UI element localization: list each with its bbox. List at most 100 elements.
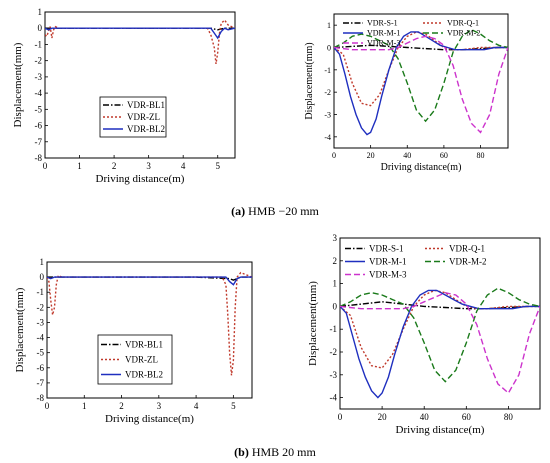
x-tick-label: 1 [77,161,82,171]
legend: VDR-S-1 VDR-Q-1 VDR-M-1 VDR-M-2 VDR-M-3 [343,19,480,48]
y-tick-label: -4 [324,133,331,142]
x-tick-label: 20 [378,412,388,422]
caption-a-text: HMB −20 mm [245,204,319,218]
y-tick-label: -3 [324,111,331,120]
caption-b-text: HMB 20 mm [248,445,316,459]
plot-frame [333,13,509,149]
x-tick-label: 4 [194,401,199,411]
legend-label: VDR-M-2 [449,257,487,267]
x-tick-label: 2 [119,401,124,411]
y-tick-label: -3 [330,370,338,380]
y-tick-label: -4 [35,88,43,98]
series-line-vdr-m-2 [340,287,540,383]
y-tick-label: 1 [333,279,338,289]
y-tick-label: 0 [40,272,45,282]
y-tick-label: -3 [35,72,43,82]
y-tick-label: -2 [37,302,45,312]
plot-frame [46,261,253,399]
y-tick-label: 3 [333,233,338,243]
x-tick-label: 20 [367,151,375,160]
legend: VDR-BL1 VDR-ZL VDR-BL2 [99,96,167,138]
x-axis-label: Driving distance(m) [96,173,185,185]
y-tick-label: -5 [37,348,45,358]
x-tick-label: 3 [146,161,151,171]
y-axis-label: Displacement(mm) [14,287,26,372]
y-tick-label: 1 [327,21,331,30]
y-tick-label: -8 [37,393,45,403]
y-tick-label: -1 [35,39,43,49]
series-line-vdr-m-2 [334,28,508,123]
y-tick-label: -4 [37,333,45,343]
legend-label: VDR-S-1 [367,19,398,28]
series-line-vdr-s-1 [340,301,540,310]
x-tick-label: 0 [338,412,343,422]
legend-label: VDR-M-1 [367,29,400,38]
legend-label: VDR-BL1 [127,100,165,110]
x-tick-label: 5 [215,161,220,171]
x-tick-label: 0 [45,401,50,411]
caption-b-letter: (b) [234,445,249,459]
x-tick-label: 40 [403,151,411,160]
legend-label: VDR-ZL [127,112,160,122]
y-tick-label: -2 [35,56,43,66]
y-axis-label: Displacement(mm) [307,281,319,366]
y-axis-label: Displacement(mm) [12,42,24,127]
y-tick-label: -7 [35,137,43,147]
legend-label: VDR-Q-1 [447,19,479,28]
x-tick-label: 3 [157,401,162,411]
legend-label: VDR-Q-1 [449,244,485,254]
y-tick-label: -1 [330,324,338,334]
x-axis-label: Driving distance(m) [105,413,194,425]
series-line-vdr-s-1 [334,44,508,51]
y-tick-label: 0 [333,301,338,311]
x-tick-label: 40 [420,412,430,422]
y-tick-label: 0 [38,23,43,33]
x-tick-label: 60 [440,151,448,160]
series-line-vdr-m-1 [340,289,540,399]
y-tick-label: -3 [37,317,45,327]
y-tick-label: -2 [324,88,331,97]
y-tick-label: 0 [327,44,331,53]
y-tick-label: 1 [40,257,45,267]
y-tick-label: 2 [333,256,338,266]
series-line-vdr-bl2 [47,276,252,286]
y-tick-label: -1 [324,66,331,75]
x-tick-label: 2 [112,161,117,171]
y-tick-label: -7 [37,378,45,388]
series-line-vdr-q-1 [334,31,508,107]
legend-label: VDR-S-1 [369,244,404,254]
plot-frame [339,237,541,410]
legend-label: VDR-M-3 [369,270,407,280]
y-tick-label: -2 [330,347,338,357]
caption-a: (a) HMB −20 mm [0,204,550,219]
caption-a-letter: (a) [231,204,246,218]
y-tick-label: -1 [37,287,45,297]
y-tick-label: -6 [35,121,43,131]
legend-label: VDR-BL2 [127,124,165,134]
plot-frame [44,11,236,159]
x-tick-label: 0 [43,161,48,171]
legend-label: VDR-ZL [125,355,158,365]
series-line-vdr-q-1 [340,289,540,369]
x-tick-label: 5 [231,401,236,411]
y-tick-label: -4 [330,393,338,403]
legend-label: VDR-M-3 [367,39,400,48]
x-tick-label: 60 [462,412,472,422]
series-line-vdr-zl [45,19,235,65]
x-tick-label: 80 [477,151,485,160]
y-tick-label: -6 [37,363,45,373]
x-tick-label: 80 [504,412,514,422]
y-tick-label: -5 [35,104,43,114]
x-tick-label: 4 [181,161,186,171]
x-axis-label: Driving distance(m) [381,162,462,173]
caption-b: (b) HMB 20 mm [0,445,550,460]
legend-label: VDR-BL1 [125,340,163,350]
legend-label: VDR-M-2 [447,29,480,38]
legend: VDR-BL1 VDR-ZL VDR-BL2 [97,334,173,385]
series-line-vdr-bl2 [45,27,235,40]
y-tick-label: 1 [38,7,43,17]
